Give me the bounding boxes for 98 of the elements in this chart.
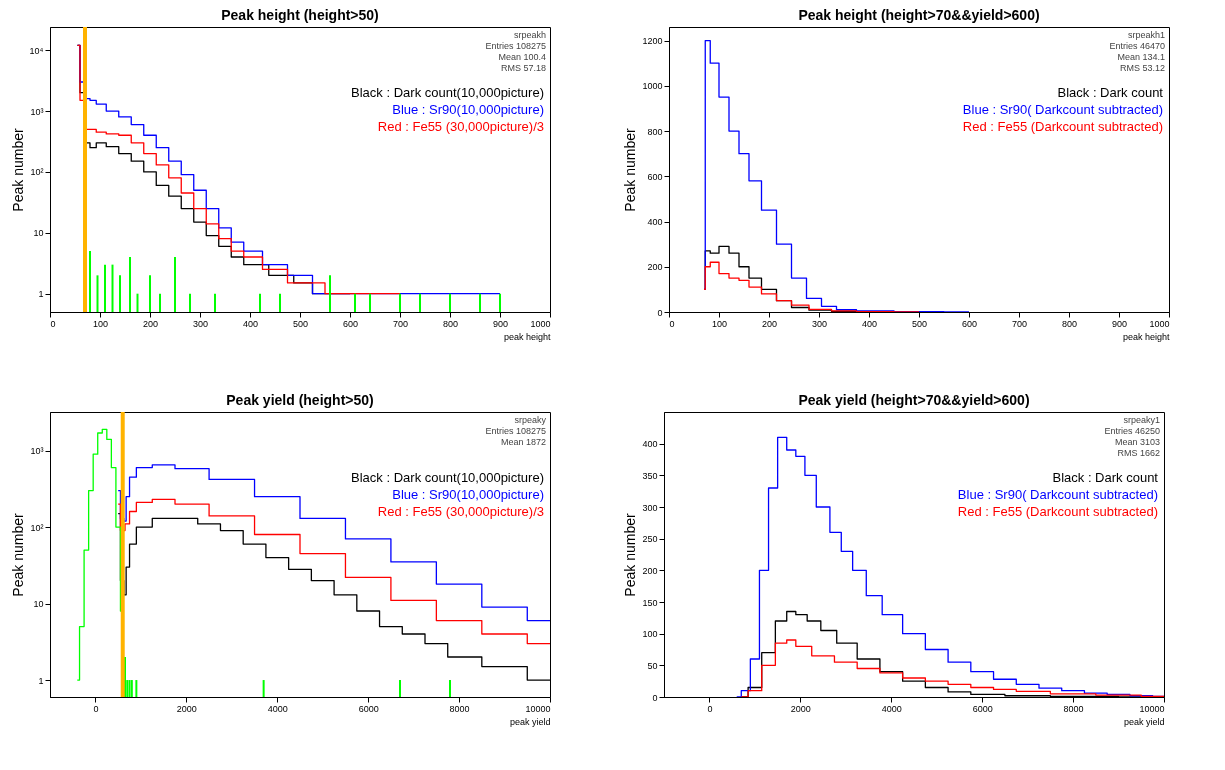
x-tick-label: 6000 bbox=[358, 703, 379, 714]
text: Blue : Sr90(10,000picture) bbox=[392, 487, 544, 502]
annotation: Mean 3103 bbox=[1114, 437, 1160, 447]
annotation: RMS 57.18 bbox=[500, 63, 546, 73]
y-tick-label: 350 bbox=[642, 470, 658, 481]
annotation: Mean 100.4 bbox=[498, 52, 546, 62]
annotation: Entries 46250 bbox=[1104, 426, 1160, 436]
y-tick-label: 10² bbox=[30, 167, 44, 178]
annotation: Entries 108275 bbox=[485, 426, 546, 436]
x-tick-label: 700 bbox=[392, 318, 409, 329]
x-tick-label: 100 bbox=[92, 318, 109, 329]
annotation: RMS 53.12 bbox=[1119, 63, 1165, 73]
y-tick-label: 0 bbox=[652, 692, 658, 703]
y-tick-label: 1000 bbox=[642, 81, 663, 92]
annotation: Mean 134.1 bbox=[1117, 52, 1165, 62]
x-tick-label: 800 bbox=[442, 318, 459, 329]
x-tick-label: 700 bbox=[1011, 318, 1028, 329]
text: Black : Dark count bbox=[1052, 470, 1159, 485]
x-tick-label: 8000 bbox=[449, 703, 470, 714]
x-tick-label: 2000 bbox=[176, 703, 197, 714]
x-tick-label: 500 bbox=[911, 318, 928, 329]
y-tick-label: 400 bbox=[647, 217, 663, 228]
text: Blue : Sr90( Darkcount subtracted) bbox=[957, 487, 1158, 502]
x-tick-label: 10000 bbox=[1139, 703, 1165, 714]
y-axis-title: Peak number bbox=[9, 128, 26, 212]
x-tick-label: 300 bbox=[192, 318, 209, 329]
x-tick-label: 200 bbox=[761, 318, 778, 329]
x-tick-label: 2000 bbox=[790, 703, 811, 714]
x-tick-label: 400 bbox=[861, 318, 878, 329]
text: Blue : Sr90( Darkcount subtracted) bbox=[962, 102, 1163, 117]
annotation: Entries 108275 bbox=[485, 41, 546, 51]
x-axis-title: peak height bbox=[503, 331, 551, 342]
x-axis-title: peak height bbox=[1122, 331, 1170, 342]
x-tick-label: 0 bbox=[93, 703, 99, 714]
annotation: srpeakh bbox=[513, 30, 546, 40]
text: Black : Dark count(10,000picture) bbox=[351, 470, 544, 485]
y-tick-label: 400 bbox=[642, 439, 658, 450]
y-tick-label: 0 bbox=[657, 307, 663, 318]
x-axis-title: peak yield bbox=[509, 716, 551, 727]
x-tick-label: 1000 bbox=[530, 318, 551, 329]
annotation: RMS 1662 bbox=[1117, 448, 1160, 458]
x-tick-label: 200 bbox=[142, 318, 159, 329]
x-tick-label: 10000 bbox=[525, 703, 551, 714]
y-tick-label: 50 bbox=[647, 660, 658, 671]
x-tick-label: 0 bbox=[50, 318, 56, 329]
x-tick-label: 800 bbox=[1061, 318, 1078, 329]
y-axis-title: Peak number bbox=[622, 513, 639, 597]
annotation: Entries 46470 bbox=[1109, 41, 1165, 51]
y-tick-label: 800 bbox=[647, 126, 663, 137]
y-tick-label: 250 bbox=[642, 534, 658, 545]
x-tick-label: 500 bbox=[292, 318, 309, 329]
text: Black : Dark count bbox=[1057, 85, 1164, 100]
x-axis-title: peak yield bbox=[1123, 716, 1165, 727]
annotation: srpeaky1 bbox=[1123, 415, 1160, 425]
y-tick-label: 150 bbox=[642, 597, 658, 608]
chart-title: Peak yield (height>70&&yield>600) bbox=[798, 392, 1030, 408]
chart-title: Peak yield (height>50) bbox=[226, 392, 374, 408]
x-tick-label: 4000 bbox=[881, 703, 902, 714]
y-tick-label: 100 bbox=[642, 629, 658, 640]
text: Red : Fe55 (Darkcount subtracted) bbox=[962, 119, 1163, 134]
x-tick-label: 0 bbox=[707, 703, 713, 714]
x-tick-label: 6000 bbox=[972, 703, 993, 714]
y-axis-title: Peak number bbox=[622, 128, 639, 212]
text: Red : Fe55 (30,000picture)/3 bbox=[377, 119, 544, 134]
chart-title: Peak height (height>70&&yield>600) bbox=[798, 7, 1040, 23]
y-tick-label: 10⁴ bbox=[29, 45, 44, 56]
x-tick-label: 300 bbox=[811, 318, 828, 329]
y-tick-label: 10³ bbox=[30, 106, 44, 117]
x-tick-label: 4000 bbox=[267, 703, 288, 714]
y-tick-label: 10³ bbox=[30, 446, 44, 457]
x-tick-label: 400 bbox=[242, 318, 259, 329]
y-tick-label: 600 bbox=[647, 171, 663, 182]
y-axis-title: Peak number bbox=[10, 513, 27, 597]
y-tick-label: 1200 bbox=[642, 36, 663, 47]
x-tick-label: 8000 bbox=[1063, 703, 1084, 714]
chart-title: Peak height (height>50) bbox=[221, 7, 379, 23]
annotation: srpeaky bbox=[514, 415, 547, 425]
y-tick-label: 200 bbox=[647, 262, 663, 273]
y-tick-label: 10² bbox=[30, 522, 44, 533]
text: Blue : Sr90(10,000picture) bbox=[392, 102, 544, 117]
y-tick-label: 200 bbox=[642, 565, 658, 576]
x-tick-label: 900 bbox=[1111, 318, 1128, 329]
y-tick-label: 1 bbox=[38, 289, 44, 300]
text: Black : Dark count(10,000picture) bbox=[351, 85, 544, 100]
x-tick-label: 0 bbox=[669, 318, 675, 329]
x-tick-label: 1000 bbox=[1149, 318, 1170, 329]
x-tick-label: 900 bbox=[492, 318, 509, 329]
y-tick-label: 1 bbox=[38, 675, 44, 686]
x-tick-label: 600 bbox=[342, 318, 359, 329]
y-tick-label: 300 bbox=[642, 502, 658, 513]
x-tick-label: 100 bbox=[711, 318, 728, 329]
text: Red : Fe55 (30,000picture)/3 bbox=[377, 504, 544, 519]
x-tick-label: 600 bbox=[961, 318, 978, 329]
text: Red : Fe55 (Darkcount subtracted) bbox=[957, 504, 1158, 519]
annotation: Mean 1872 bbox=[500, 437, 546, 447]
y-tick-label: 10 bbox=[33, 228, 44, 239]
y-tick-label: 10 bbox=[33, 599, 44, 610]
annotation: srpeakh1 bbox=[1127, 30, 1165, 40]
